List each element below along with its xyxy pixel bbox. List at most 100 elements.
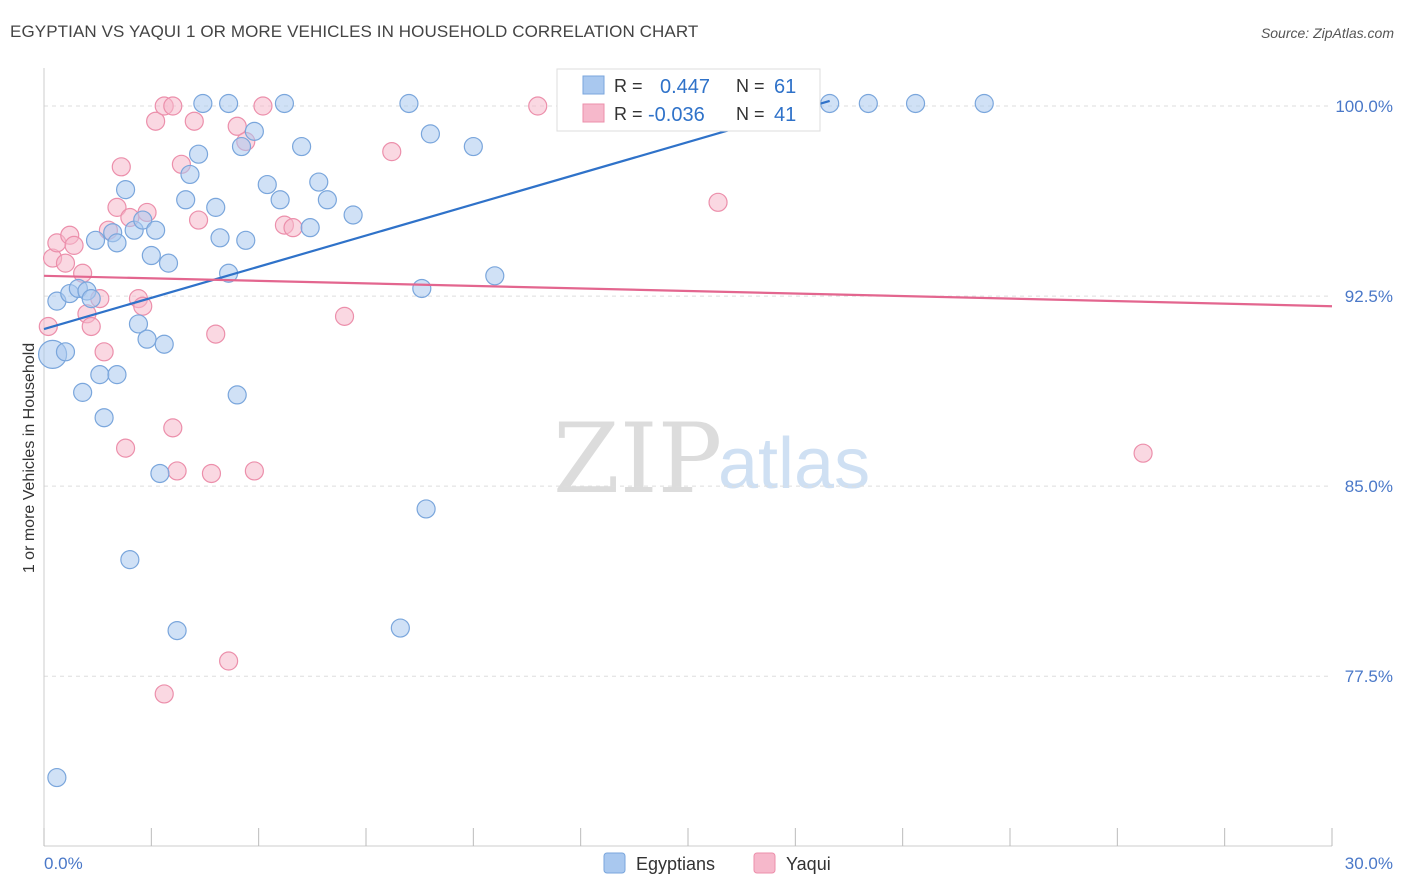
stats-legend-r-label: R =: [614, 104, 643, 124]
egyptians-point: [974, 93, 994, 114]
yaqui-point: [227, 116, 247, 136]
egyptians-point: [227, 385, 247, 405]
yaqui-point: [111, 157, 131, 177]
x-tick-labels: 0.0% 30.0%: [44, 854, 1393, 873]
egyptians-point: [176, 190, 196, 210]
egyptians-point: [309, 172, 329, 192]
egyptians-point: [206, 197, 226, 217]
yaqui-point: [107, 197, 127, 217]
legend-swatch-egyptians: [603, 852, 626, 874]
yaqui-point: [219, 651, 239, 671]
legend-label-egyptians: Egyptians: [636, 854, 715, 874]
egyptians-point: [300, 218, 320, 238]
egyptians-point: [236, 230, 256, 250]
yaqui-point: [528, 96, 548, 116]
egyptians-point: [485, 266, 505, 286]
y-axis-label: 1 or more Vehicles in Household: [21, 343, 38, 573]
y-tick-label: 100.0%: [1335, 97, 1393, 116]
egyptians-point: [85, 230, 106, 250]
egyptians-point: [90, 365, 110, 385]
egyptians-point: [412, 278, 432, 299]
stats-legend-n-label: N =: [736, 76, 765, 96]
egyptians-point: [210, 228, 230, 248]
yaqui-point: [163, 96, 183, 116]
egyptians-point: [115, 180, 136, 200]
egyptians-point: [150, 463, 170, 484]
egyptians-point: [180, 164, 200, 185]
legend-label-yaqui: Yaqui: [786, 854, 831, 874]
stats-legend-r-value: 0.447: [660, 76, 710, 98]
yaqui-point: [154, 684, 174, 704]
egyptians-point: [107, 365, 127, 385]
egyptians-point: [146, 220, 166, 240]
chart-source: Source: ZipAtlas.com: [1260, 25, 1394, 41]
yaqui-point: [283, 218, 303, 238]
egyptians-point: [137, 329, 157, 349]
yaqui-point: [201, 463, 222, 484]
stats-legend-swatch-egyptians: [582, 75, 605, 95]
yaqui-point: [163, 418, 183, 438]
egyptians-trend-line: [43, 99, 830, 331]
y-tick-label: 85.0%: [1345, 477, 1393, 496]
egyptians-point: [231, 136, 252, 157]
yaqui-points: [38, 96, 1153, 704]
legend-swatch-yaqui: [753, 852, 776, 874]
egyptians-point: [463, 136, 483, 157]
stats-legend-n-value: 41: [774, 104, 796, 126]
egyptians-point: [399, 93, 419, 114]
stats-legend-n-value: 61: [774, 76, 796, 98]
yaqui-point: [55, 253, 76, 273]
egyptians-point: [905, 93, 926, 114]
egyptians-point: [193, 93, 213, 114]
egyptians-point: [128, 314, 149, 334]
egyptians-point: [47, 767, 67, 788]
egyptians-point: [858, 93, 878, 114]
egyptians-point: [94, 408, 114, 428]
egyptians-points: [37, 93, 994, 788]
yaqui-point: [188, 210, 209, 230]
yaqui-trend-line: [43, 274, 1333, 308]
stats-legend-r-value: -0.036: [648, 104, 705, 126]
egyptians-point: [274, 93, 295, 114]
egyptians-point: [416, 499, 436, 519]
series-legend: Egyptians Yaqui: [603, 852, 831, 874]
egyptians-point: [390, 618, 410, 638]
trend-lines: [43, 99, 1333, 331]
egyptians-point: [292, 136, 312, 157]
egyptians-point: [73, 382, 93, 402]
egyptians-point: [107, 233, 127, 253]
stats-legend-swatch-yaqui: [582, 103, 605, 123]
chart-title: EGYPTIAN VS YAQUI 1 OR MORE VEHICLES IN …: [10, 22, 699, 41]
egyptians-point: [141, 245, 161, 266]
yaqui-point: [244, 461, 264, 481]
yaqui-point: [146, 111, 166, 131]
x-tick-label: 0.0%: [44, 854, 83, 873]
watermark-atlas: atlas: [718, 424, 870, 504]
yaqui-point: [115, 438, 136, 458]
yaqui-point: [382, 142, 402, 162]
egyptians-point: [219, 93, 239, 114]
yaqui-point: [1133, 443, 1153, 463]
egyptians-point: [81, 289, 101, 309]
yaqui-point: [253, 96, 273, 116]
egyptians-point: [188, 144, 209, 164]
stats-legend: R = 0.447 N = 61 R = -0.036 N = 41: [556, 68, 821, 132]
yaqui-point: [184, 111, 204, 131]
yaqui-point: [81, 316, 101, 337]
egyptians-point: [317, 190, 337, 210]
yaqui-point: [708, 192, 728, 212]
egyptians-point: [154, 334, 174, 354]
y-tick-label: 92.5%: [1345, 287, 1393, 306]
egyptians-point: [244, 121, 264, 141]
stats-legend-n-label: N =: [736, 104, 765, 124]
y-tick-labels: 100.0% 92.5% 85.0% 77.5%: [1335, 97, 1393, 686]
egyptians-point: [257, 174, 277, 195]
egyptians-point: [133, 210, 153, 230]
watermark-zip: ZIP: [553, 403, 722, 515]
egyptians-point: [55, 342, 76, 362]
x-tick-label: 30.0%: [1345, 854, 1393, 873]
x-tick-marks: [43, 828, 1333, 846]
egyptians-point: [120, 550, 140, 570]
yaqui-point: [64, 235, 84, 255]
